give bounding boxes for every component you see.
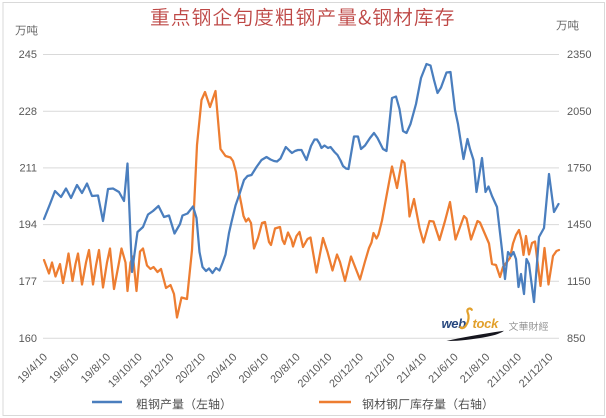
svg-text:228: 228	[19, 106, 37, 118]
svg-text:1450: 1450	[567, 219, 591, 231]
svg-text:211: 211	[19, 163, 37, 175]
svg-text:194: 194	[19, 219, 37, 231]
svg-text:tock: tock	[473, 316, 500, 331]
svg-text:2050: 2050	[567, 106, 591, 118]
svg-text:1750: 1750	[567, 163, 591, 175]
svg-text:177: 177	[19, 276, 37, 288]
svg-text:160: 160	[19, 333, 37, 345]
svg-text:1150: 1150	[567, 276, 591, 288]
svg-text:2350: 2350	[567, 49, 591, 61]
svg-text:245: 245	[19, 49, 37, 61]
svg-text:850: 850	[567, 333, 585, 345]
